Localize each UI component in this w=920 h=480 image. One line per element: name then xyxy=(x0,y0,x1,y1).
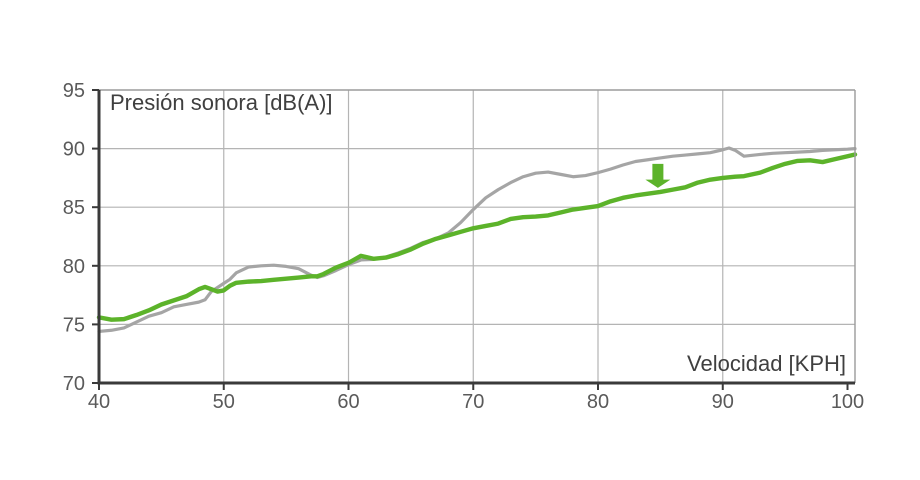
y-tick-label: 95 xyxy=(63,80,85,102)
linea-verde-optimizada-line xyxy=(96,152,858,322)
plot-area: 70 75 80 85 90 95 40 50 60 70 80 90 100 xyxy=(63,80,864,413)
y-tick-label: 70 xyxy=(63,373,85,395)
y-tick-label: 80 xyxy=(63,256,85,278)
y-tick-label: 90 xyxy=(63,139,85,161)
x-tick-label: 70 xyxy=(462,391,484,413)
y-tick-label: 85 xyxy=(63,197,85,219)
x-axis-title: Velocidad [KPH] xyxy=(687,351,846,376)
x-tick-label: 100 xyxy=(831,391,864,413)
y-axis-title: Presión sonora [dB(A)] xyxy=(110,90,333,115)
down-arrow-annotation xyxy=(645,163,671,188)
x-tick-label: 60 xyxy=(337,391,359,413)
y-tick-label: 75 xyxy=(63,314,85,336)
linea-gris-referencia-line xyxy=(97,146,857,334)
x-tick-label: 50 xyxy=(213,391,235,413)
x-tick-label: 90 xyxy=(712,391,734,413)
x-tick-label: 80 xyxy=(587,391,609,413)
x-tick-label: 40 xyxy=(88,391,110,413)
